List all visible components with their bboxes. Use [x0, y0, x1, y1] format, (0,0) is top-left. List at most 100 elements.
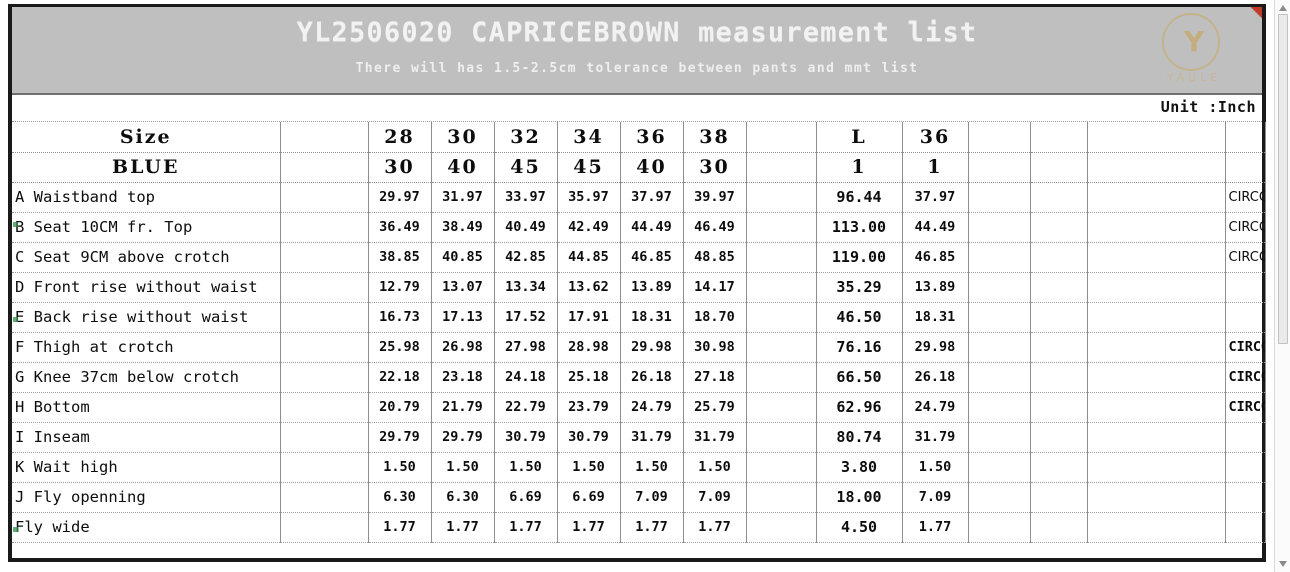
row-label-10[interactable]: J Fly openning [12, 482, 281, 513]
extra-6[interactable]: 26.18 [902, 362, 969, 393]
row-label-2[interactable]: C Seat 9CM above crotch [12, 242, 281, 273]
measure-10-2[interactable]: 6.69 [494, 482, 558, 513]
measure-11-2[interactable]: 1.77 [494, 512, 558, 543]
qty-header-1[interactable]: 40 [431, 152, 495, 183]
measure-1-1[interactable]: 38.49 [431, 212, 495, 243]
row-label-11[interactable]: Fly wide [12, 512, 281, 543]
measure-2-1[interactable]: 40.85 [431, 242, 495, 273]
measure-5-4[interactable]: 29.98 [620, 332, 684, 363]
qty-header-3[interactable]: 45 [557, 152, 621, 183]
measure-0-5[interactable]: 39.97 [683, 182, 747, 213]
note-1[interactable]: CIRCOMFERENC [1225, 212, 1266, 243]
measure-1-5[interactable]: 46.49 [683, 212, 747, 243]
measure-4-3[interactable]: 17.91 [557, 302, 621, 333]
measure-3-5[interactable]: 14.17 [683, 272, 747, 303]
measure-6-3[interactable]: 25.18 [557, 362, 621, 393]
total-8[interactable]: 80.74 [816, 422, 903, 453]
total-0[interactable]: 96.44 [816, 182, 903, 213]
total-11[interactable]: 4.50 [816, 512, 903, 543]
measure-3-2[interactable]: 13.34 [494, 272, 558, 303]
measure-1-2[interactable]: 40.49 [494, 212, 558, 243]
measure-10-5[interactable]: 7.09 [683, 482, 747, 513]
size-header-3[interactable]: 34 [557, 122, 621, 153]
measure-0-4[interactable]: 37.97 [620, 182, 684, 213]
measure-7-1[interactable]: 21.79 [431, 392, 495, 423]
row-label-1[interactable]: B Seat 10CM fr. Top [12, 212, 281, 243]
vertical-scrollbar[interactable] [1274, 0, 1290, 572]
measure-8-5[interactable]: 31.79 [683, 422, 747, 453]
measure-11-3[interactable]: 1.77 [557, 512, 621, 543]
measure-7-4[interactable]: 24.79 [620, 392, 684, 423]
measure-4-5[interactable]: 18.70 [683, 302, 747, 333]
row-label-7[interactable]: H Bottom [12, 392, 281, 423]
measure-9-2[interactable]: 1.50 [494, 452, 558, 483]
row-label-0[interactable]: A Waistband top [12, 182, 281, 213]
size-header-5[interactable]: 38 [683, 122, 747, 153]
measure-11-5[interactable]: 1.77 [683, 512, 747, 543]
measure-4-2[interactable]: 17.52 [494, 302, 558, 333]
measure-9-0[interactable]: 1.50 [368, 452, 432, 483]
total-3[interactable]: 35.29 [816, 272, 903, 303]
note-9[interactable] [1225, 452, 1266, 483]
measure-2-3[interactable]: 44.85 [557, 242, 621, 273]
row-label-3[interactable]: D Front rise without waist [12, 272, 281, 303]
qty-header-5[interactable]: 30 [683, 152, 747, 183]
measure-11-1[interactable]: 1.77 [431, 512, 495, 543]
measure-1-0[interactable]: 36.49 [368, 212, 432, 243]
size-header-2[interactable]: 32 [494, 122, 558, 153]
measure-2-5[interactable]: 48.85 [683, 242, 747, 273]
row-label-5[interactable]: F Thigh at crotch [12, 332, 281, 363]
measure-5-2[interactable]: 27.98 [494, 332, 558, 363]
measure-2-2[interactable]: 42.85 [494, 242, 558, 273]
note-10[interactable] [1225, 482, 1266, 513]
measure-1-3[interactable]: 42.49 [557, 212, 621, 243]
measure-6-1[interactable]: 23.18 [431, 362, 495, 393]
measure-5-0[interactable]: 25.98 [368, 332, 432, 363]
note-7[interactable]: CIRCOMFERENC [1225, 392, 1266, 423]
measure-1-4[interactable]: 44.49 [620, 212, 684, 243]
extra-10[interactable]: 7.09 [902, 482, 969, 513]
total-qty[interactable]: 1 [816, 152, 903, 183]
qty-header-2[interactable]: 45 [494, 152, 558, 183]
measure-7-0[interactable]: 20.79 [368, 392, 432, 423]
extra-1[interactable]: 44.49 [902, 212, 969, 243]
measure-8-3[interactable]: 30.79 [557, 422, 621, 453]
measure-0-1[interactable]: 31.97 [431, 182, 495, 213]
total-9[interactable]: 3.80 [816, 452, 903, 483]
measure-8-0[interactable]: 29.79 [368, 422, 432, 453]
qty-header-0[interactable]: 30 [368, 152, 432, 183]
measure-4-1[interactable]: 17.13 [431, 302, 495, 333]
measure-5-5[interactable]: 30.98 [683, 332, 747, 363]
total-5[interactable]: 76.16 [816, 332, 903, 363]
measure-6-5[interactable]: 27.18 [683, 362, 747, 393]
total-6[interactable]: 66.50 [816, 362, 903, 393]
size-header-0[interactable]: 28 [368, 122, 432, 153]
measure-2-0[interactable]: 38.85 [368, 242, 432, 273]
measure-9-5[interactable]: 1.50 [683, 452, 747, 483]
measure-5-1[interactable]: 26.98 [431, 332, 495, 363]
note-8[interactable] [1225, 422, 1266, 453]
row-label-8[interactable]: I Inseam [12, 422, 281, 453]
note-6[interactable]: CIRCOMFERENC [1225, 362, 1266, 393]
measure-8-1[interactable]: 29.79 [431, 422, 495, 453]
measure-8-2[interactable]: 30.79 [494, 422, 558, 453]
total-4[interactable]: 46.50 [816, 302, 903, 333]
measure-6-4[interactable]: 26.18 [620, 362, 684, 393]
size-header-1[interactable]: 30 [431, 122, 495, 153]
qty-header-4[interactable]: 40 [620, 152, 684, 183]
note-4[interactable] [1225, 302, 1266, 333]
extra-7[interactable]: 24.79 [902, 392, 969, 423]
size-header-4[interactable]: 36 [620, 122, 684, 153]
extra-4[interactable]: 18.31 [902, 302, 969, 333]
measure-4-0[interactable]: 16.73 [368, 302, 432, 333]
measure-7-3[interactable]: 23.79 [557, 392, 621, 423]
measure-9-3[interactable]: 1.50 [557, 452, 621, 483]
measure-3-4[interactable]: 13.89 [620, 272, 684, 303]
scroll-down-icon[interactable] [1279, 561, 1287, 567]
measure-8-4[interactable]: 31.79 [620, 422, 684, 453]
measure-9-1[interactable]: 1.50 [431, 452, 495, 483]
measure-2-4[interactable]: 46.85 [620, 242, 684, 273]
total-7[interactable]: 62.96 [816, 392, 903, 423]
measure-7-2[interactable]: 22.79 [494, 392, 558, 423]
note-0[interactable]: CIRCOMFERENC [1225, 182, 1266, 213]
